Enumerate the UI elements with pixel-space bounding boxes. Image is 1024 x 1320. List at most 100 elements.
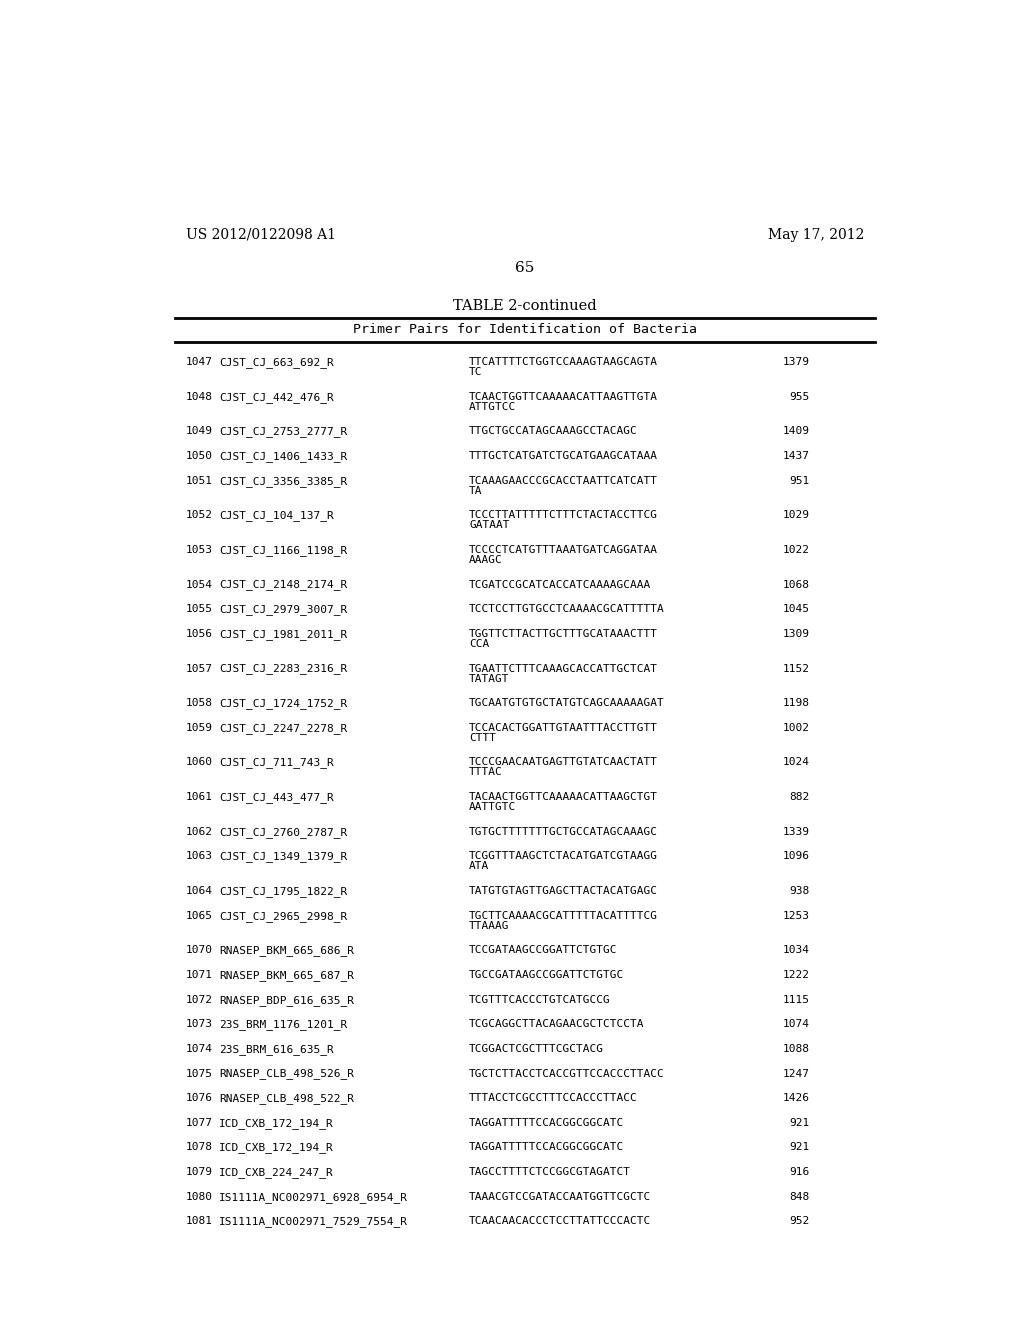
Text: CJST_CJ_2965_2998_R: CJST_CJ_2965_2998_R: [219, 911, 348, 921]
Text: 1060: 1060: [186, 758, 213, 767]
Text: 1072: 1072: [186, 995, 213, 1005]
Text: 1002: 1002: [783, 723, 810, 733]
Text: TTGCTGCCATAGCAAAGCCTACAGC: TTGCTGCCATAGCAAAGCCTACAGC: [469, 426, 638, 437]
Text: CJST_CJ_1795_1822_R: CJST_CJ_1795_1822_R: [219, 886, 348, 898]
Text: Primer Pairs for Identification of Bacteria: Primer Pairs for Identification of Bacte…: [353, 323, 696, 337]
Text: TCGGTTTAAGCTCTACATGATCGTAAGG: TCGGTTTAAGCTCTACATGATCGTAAGG: [469, 851, 658, 862]
Text: 951: 951: [790, 475, 810, 486]
Text: ATA: ATA: [469, 862, 489, 871]
Text: 1058: 1058: [186, 698, 213, 708]
Text: 1045: 1045: [783, 605, 810, 614]
Text: GATAAT: GATAAT: [469, 520, 510, 531]
Text: 1051: 1051: [186, 475, 213, 486]
Text: 1047: 1047: [186, 358, 213, 367]
Text: 1081: 1081: [186, 1217, 213, 1226]
Text: 1198: 1198: [783, 698, 810, 708]
Text: 1052: 1052: [186, 511, 213, 520]
Text: CJST_CJ_2148_2174_R: CJST_CJ_2148_2174_R: [219, 579, 348, 590]
Text: 1075: 1075: [186, 1069, 213, 1078]
Text: 1247: 1247: [783, 1069, 810, 1078]
Text: TC: TC: [469, 367, 482, 378]
Text: TCGGACTCGCTTTCGCTACG: TCGGACTCGCTTTCGCTACG: [469, 1044, 604, 1053]
Text: 1068: 1068: [783, 579, 810, 590]
Text: TTTGCTCATGATCTGCATGAAGCATAAA: TTTGCTCATGATCTGCATGAAGCATAAA: [469, 451, 658, 461]
Text: ATTGTCC: ATTGTCC: [469, 401, 516, 412]
Text: TAGGATTTTTCCACGGCGGCATC: TAGGATTTTTCCACGGCGGCATC: [469, 1142, 625, 1152]
Text: CJST_CJ_1981_2011_R: CJST_CJ_1981_2011_R: [219, 628, 348, 640]
Text: 1055: 1055: [186, 605, 213, 614]
Text: CJST_CJ_1724_1752_R: CJST_CJ_1724_1752_R: [219, 698, 348, 709]
Text: CJST_CJ_104_137_R: CJST_CJ_104_137_R: [219, 511, 334, 521]
Text: TCCACACTGGATTGTAATTTACCTTGTT: TCCACACTGGATTGTAATTTACCTTGTT: [469, 723, 658, 733]
Text: 1426: 1426: [783, 1093, 810, 1104]
Text: CJST_CJ_443_477_R: CJST_CJ_443_477_R: [219, 792, 334, 803]
Text: 1056: 1056: [186, 628, 213, 639]
Text: CJST_CJ_2979_3007_R: CJST_CJ_2979_3007_R: [219, 605, 348, 615]
Text: 1049: 1049: [186, 426, 213, 437]
Text: 955: 955: [790, 392, 810, 401]
Text: 1061: 1061: [186, 792, 213, 803]
Text: 1065: 1065: [186, 911, 213, 920]
Text: 1115: 1115: [783, 995, 810, 1005]
Text: 1222: 1222: [783, 970, 810, 979]
Text: AATTGTC: AATTGTC: [469, 803, 516, 812]
Text: 1059: 1059: [186, 723, 213, 733]
Text: May 17, 2012: May 17, 2012: [768, 227, 864, 242]
Text: RNASEP_BDP_616_635_R: RNASEP_BDP_616_635_R: [219, 995, 354, 1006]
Text: 1379: 1379: [783, 358, 810, 367]
Text: 1079: 1079: [186, 1167, 213, 1177]
Text: 1077: 1077: [186, 1118, 213, 1127]
Text: TABLE 2-continued: TABLE 2-continued: [453, 298, 597, 313]
Text: TAGGATTTTTCCACGGCGGCATC: TAGGATTTTTCCACGGCGGCATC: [469, 1118, 625, 1127]
Text: TGAATTCTTTCAAAGCACCATTGCTCAT: TGAATTCTTTCAAAGCACCATTGCTCAT: [469, 664, 658, 673]
Text: TCGATCCGCATCACCATCAAAAGCAAA: TCGATCCGCATCACCATCAAAAGCAAA: [469, 579, 651, 590]
Text: ICD_CXB_172_194_R: ICD_CXB_172_194_R: [219, 1118, 334, 1129]
Text: CTTT: CTTT: [469, 733, 496, 743]
Text: TATGTGTAGTTGAGCTTACTACATGAGC: TATGTGTAGTTGAGCTTACTACATGAGC: [469, 886, 658, 896]
Text: 1309: 1309: [783, 628, 810, 639]
Text: TCCCTTATTTTTCTTTCTACTACCTTCG: TCCCTTATTTTTCTTTCTACTACCTTCG: [469, 511, 658, 520]
Text: 1088: 1088: [783, 1044, 810, 1053]
Text: 1096: 1096: [783, 851, 810, 862]
Text: 1080: 1080: [186, 1192, 213, 1201]
Text: RNASEP_BKM_665_687_R: RNASEP_BKM_665_687_R: [219, 970, 354, 981]
Text: 1063: 1063: [186, 851, 213, 862]
Text: CJST_CJ_2753_2777_R: CJST_CJ_2753_2777_R: [219, 426, 348, 437]
Text: 1050: 1050: [186, 451, 213, 461]
Text: 1253: 1253: [783, 911, 810, 920]
Text: TCCCCTCATGTTTAAATGATCAGGATAA: TCCCCTCATGTTTAAATGATCAGGATAA: [469, 545, 658, 554]
Text: 23S_BRM_616_635_R: 23S_BRM_616_635_R: [219, 1044, 334, 1055]
Text: CJST_CJ_2760_2787_R: CJST_CJ_2760_2787_R: [219, 826, 348, 838]
Text: 1057: 1057: [186, 664, 213, 673]
Text: CJST_CJ_2283_2316_R: CJST_CJ_2283_2316_R: [219, 664, 348, 675]
Text: TAAACGTCCGATACCAATGGTTCGCTC: TAAACGTCCGATACCAATGGTTCGCTC: [469, 1192, 651, 1201]
Text: 1064: 1064: [186, 886, 213, 896]
Text: TGCTCTTACCTCACCGTTCCACCCTTACC: TGCTCTTACCTCACCGTTCCACCCTTACC: [469, 1069, 665, 1078]
Text: 1053: 1053: [186, 545, 213, 554]
Text: TGCTTCAAAACGCATTTTTACATTTTCG: TGCTTCAAAACGCATTTTTACATTTTCG: [469, 911, 658, 920]
Text: TCAAAGAACCCGCACCTAATTCATCATT: TCAAAGAACCCGCACCTAATTCATCATT: [469, 475, 658, 486]
Text: 1054: 1054: [186, 579, 213, 590]
Text: TCCGATAAGCCGGATTCTGTGC: TCCGATAAGCCGGATTCTGTGC: [469, 945, 617, 956]
Text: TGCCGATAAGCCGGATTCTGTGC: TGCCGATAAGCCGGATTCTGTGC: [469, 970, 625, 979]
Text: 952: 952: [790, 1217, 810, 1226]
Text: TAGCCTTTTCTCCGGCGTAGATCT: TAGCCTTTTCTCCGGCGTAGATCT: [469, 1167, 631, 1177]
Text: TGGTTCTTACTTGCTTTGCATAAACTTT: TGGTTCTTACTTGCTTTGCATAAACTTT: [469, 628, 658, 639]
Text: 1034: 1034: [783, 945, 810, 956]
Text: TATAGT: TATAGT: [469, 673, 510, 684]
Text: 1339: 1339: [783, 826, 810, 837]
Text: RNASEP_CLB_498_522_R: RNASEP_CLB_498_522_R: [219, 1093, 354, 1104]
Text: 848: 848: [790, 1192, 810, 1201]
Text: 882: 882: [790, 792, 810, 803]
Text: 916: 916: [790, 1167, 810, 1177]
Text: TTTAC: TTTAC: [469, 767, 503, 777]
Text: CJST_CJ_3356_3385_R: CJST_CJ_3356_3385_R: [219, 475, 348, 487]
Text: 1152: 1152: [783, 664, 810, 673]
Text: IS1111A_NC002971_6928_6954_R: IS1111A_NC002971_6928_6954_R: [219, 1192, 409, 1203]
Text: 938: 938: [790, 886, 810, 896]
Text: 1074: 1074: [783, 1019, 810, 1030]
Text: CJST_CJ_711_743_R: CJST_CJ_711_743_R: [219, 758, 334, 768]
Text: TTTACCTCGCCTTTCCACCCTTACC: TTTACCTCGCCTTTCCACCCTTACC: [469, 1093, 638, 1104]
Text: CJST_CJ_1166_1198_R: CJST_CJ_1166_1198_R: [219, 545, 348, 556]
Text: TACAACTGGTTCAAAAACATTAAGCTGT: TACAACTGGTTCAAAAACATTAAGCTGT: [469, 792, 658, 803]
